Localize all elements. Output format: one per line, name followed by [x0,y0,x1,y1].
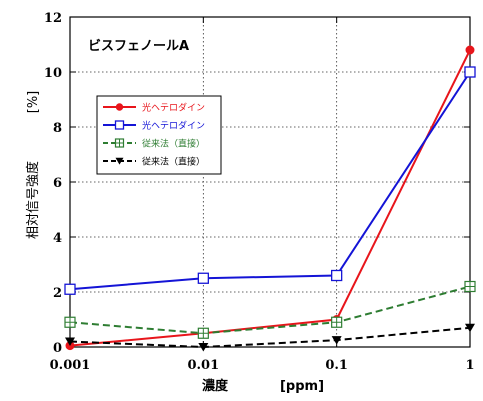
series-2-point [331,269,343,282]
series-4-point [465,323,475,333]
legend-marker [115,157,124,165]
series-4-point [198,343,209,352]
series-2-line [69,71,471,291]
x-tick-label: 0.001 [50,358,91,373]
x-tick-label: 1 [465,358,474,373]
x-axis-unit: [ppm] [280,379,324,394]
series-3 [64,280,476,339]
series-4-line [69,326,471,349]
series-layer [64,45,476,352]
legend-marker [114,120,125,130]
series-3-line [69,285,471,335]
y-tick-label: 2 [53,286,62,301]
series-1-point [465,45,475,55]
series-1-line [69,49,471,347]
series-2-point [64,283,76,295]
legend-label: 従来法（直接） [142,138,205,150]
legend-label: 従来法（直接） [142,156,205,168]
y-tick-label: 8 [53,121,62,136]
series-4 [65,323,475,352]
legend-marker [115,103,124,111]
x-axis-title: 濃度 [202,378,229,394]
series-1 [65,45,475,351]
y-tick-label: 0 [53,341,62,356]
x-tick-label: 0.01 [187,358,219,373]
series-4-point [65,337,75,346]
y-axis: 0 2 4 6 8 10 12 [44,11,470,356]
y-axis-unit: [%] [26,91,41,114]
y-tick-label: 12 [44,11,62,26]
series-2-point [464,66,476,78]
series-3-point [64,316,76,328]
x-axis: 0.001 0.01 0.1 1 [50,17,475,373]
y-tick-label: 6 [53,176,62,191]
grid [70,17,470,347]
chart-annotation: ビスフェノールA [88,38,189,54]
series-4-point [331,336,342,345]
series-2 [64,66,476,295]
series-2-point [197,272,209,284]
legend-marker [114,138,125,148]
y-tick-label: 10 [44,66,62,81]
series-3-point [197,327,209,339]
legend-label: 光ヘテロダイン [142,102,205,114]
series-3-point [331,316,343,328]
y-tick-label: 4 [53,231,62,246]
series-3-point [464,280,476,293]
y-axis-title: 相対信号強度 [25,161,41,239]
x-tick-label: 0.1 [325,358,348,373]
legend-label: 光ヘテロダイン [142,120,205,132]
